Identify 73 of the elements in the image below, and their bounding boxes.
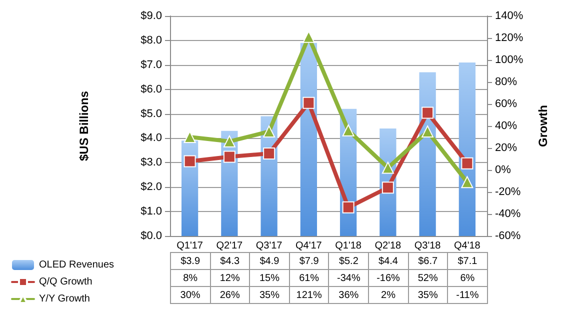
point <box>184 155 196 168</box>
data-label: 35% <box>250 286 290 304</box>
point <box>422 126 434 138</box>
data-label: 15% <box>250 270 290 286</box>
data-label: 52% <box>408 270 448 286</box>
data-label: $7.9 <box>289 252 329 270</box>
data-label: 6% <box>448 270 488 286</box>
y2-tick-label: 20% <box>495 142 518 154</box>
y2-tick-label: -20% <box>495 186 521 198</box>
point <box>461 176 474 188</box>
data-label: 36% <box>328 286 368 304</box>
data-label: -34% <box>328 270 368 286</box>
data-label: -11% <box>448 286 488 304</box>
data-label: $4.3 <box>210 252 250 270</box>
x-tick-label: Q3'18 <box>414 240 442 252</box>
data-label: $4.9 <box>250 252 290 270</box>
y2-tick-label: 140% <box>495 10 524 22</box>
y-tick-label: $8.0 <box>140 34 162 46</box>
point <box>382 162 394 174</box>
y2-tick-label: -40% <box>495 208 521 220</box>
point <box>223 135 236 148</box>
point <box>302 96 315 109</box>
y-tick-label: $9.0 <box>140 10 162 22</box>
data-label: 2% <box>368 286 408 304</box>
x-tick-label: Q2'18 <box>374 240 402 252</box>
point <box>461 157 474 170</box>
data-label: $7.1 <box>448 252 488 270</box>
y2-tick-label: 120% <box>495 32 524 44</box>
data-label: $4.4 <box>368 252 408 270</box>
point <box>342 201 354 214</box>
y-tick-label: $3.0 <box>140 156 162 169</box>
y2-tick-label: 40% <box>495 120 518 132</box>
point <box>263 148 276 160</box>
point <box>263 126 276 138</box>
x-tick-label: Q2'17 <box>216 240 244 252</box>
y2-tick-label: 80% <box>495 76 518 88</box>
y-axis-title: $US Billions <box>77 90 91 162</box>
point <box>184 131 196 143</box>
data-label: 12% <box>210 270 250 286</box>
x-tick-label: Q3'17 <box>256 240 283 252</box>
y-tick-label: $6.0 <box>140 83 162 96</box>
data-label: 30% <box>170 286 210 304</box>
data-label: $3.9 <box>170 252 210 270</box>
data-label: 35% <box>408 286 448 304</box>
point <box>223 150 236 163</box>
y-tick-label: $0.0 <box>140 230 162 242</box>
data-label: 8% <box>170 270 210 286</box>
data-label: 26% <box>210 286 250 304</box>
y-tick-label: $4.0 <box>140 132 162 144</box>
data-label: 121% <box>289 286 329 304</box>
y-tick-label: $7.0 <box>140 58 162 71</box>
point <box>382 182 394 194</box>
x-tick-label: Q4'17 <box>296 240 322 252</box>
y2-tick-label: -60% <box>495 230 521 242</box>
point <box>342 124 354 136</box>
y2-tick-label: 60% <box>495 98 518 110</box>
y2-axis-title: Growth <box>536 105 550 147</box>
y2-tick-label: 100% <box>495 54 524 66</box>
y-tick-label: $2.0 <box>140 181 162 194</box>
x-tick-label: Q1'18 <box>335 240 362 252</box>
point <box>422 106 434 119</box>
x-tick-label: Q4'18 <box>454 240 481 252</box>
data-label: $5.2 <box>328 252 368 270</box>
y2-tick-label: 0% <box>495 164 512 176</box>
x-tick-label: Q1'17 <box>176 240 204 252</box>
data-label: 61% <box>289 270 329 286</box>
y-tick-label: $1.0 <box>140 206 162 218</box>
data-label: $6.7 <box>408 252 448 270</box>
legend-label: Y/Y Growth <box>39 294 90 304</box>
legend-label: OLED Revenues <box>39 260 114 270</box>
y-tick-label: $5.0 <box>140 108 162 120</box>
data-label: -16% <box>368 270 408 286</box>
legend-label: Q/Q Growth <box>39 276 92 288</box>
